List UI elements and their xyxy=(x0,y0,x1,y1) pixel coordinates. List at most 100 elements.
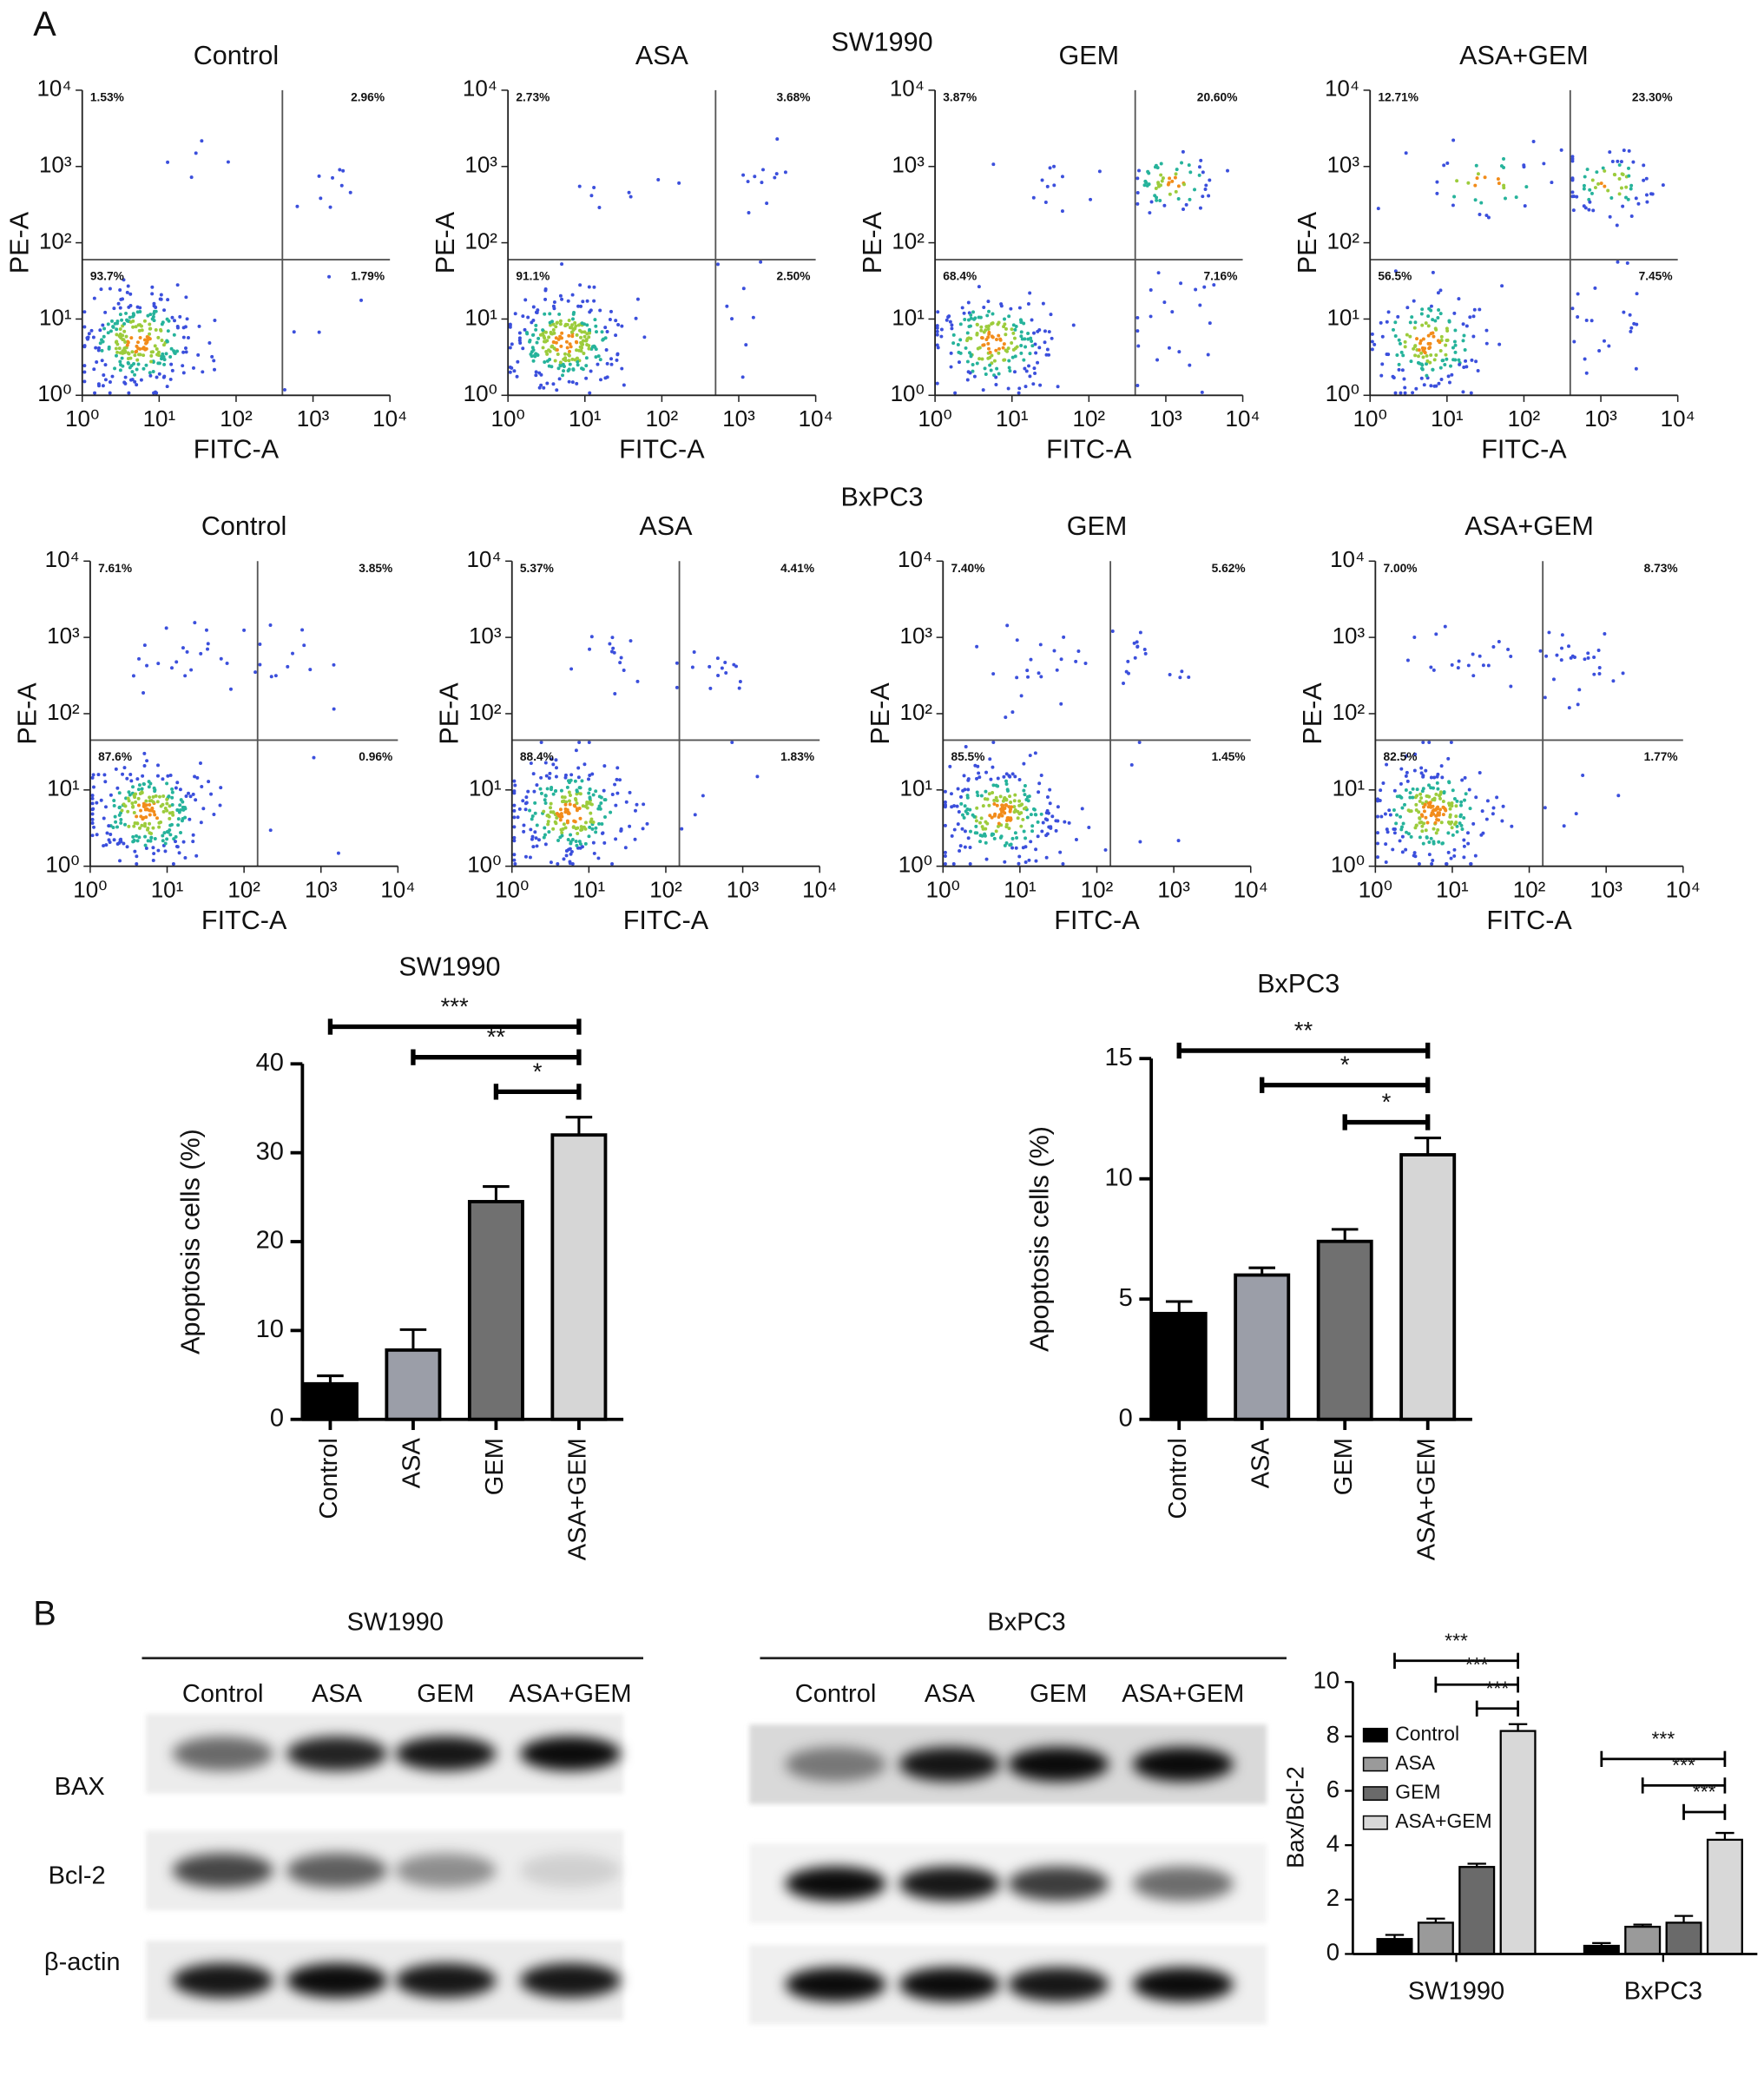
dot xyxy=(576,766,581,770)
y-axis-label: PE-A xyxy=(1298,682,1327,745)
dot xyxy=(1199,158,1203,162)
dot xyxy=(601,831,605,835)
dot xyxy=(1412,636,1417,640)
dot xyxy=(1433,326,1438,331)
bar xyxy=(385,1348,442,1421)
band xyxy=(286,1853,388,1888)
dot xyxy=(1002,342,1006,346)
dot xyxy=(568,861,572,866)
dot xyxy=(132,313,136,318)
dot xyxy=(576,826,580,830)
dot xyxy=(1450,662,1454,667)
dot xyxy=(1574,812,1578,816)
dot xyxy=(979,816,984,821)
dot xyxy=(1142,183,1147,188)
dot xyxy=(1415,794,1419,798)
dot xyxy=(574,339,578,344)
dot xyxy=(559,344,563,348)
dot xyxy=(1496,177,1500,181)
dot xyxy=(1201,194,1205,199)
dot xyxy=(169,362,174,366)
dot xyxy=(1450,801,1454,806)
dot xyxy=(608,318,612,322)
quadrant-label: 7.61% xyxy=(98,562,132,575)
dot xyxy=(163,841,168,846)
y-axis-label: PE-A xyxy=(435,682,464,745)
quadrant-label: 0.96% xyxy=(359,750,392,763)
dot xyxy=(1421,774,1425,779)
dot xyxy=(1418,799,1422,803)
dot xyxy=(338,168,342,172)
quadrant-label: 85.5% xyxy=(951,750,984,763)
dot xyxy=(1004,772,1009,776)
dot xyxy=(207,780,211,784)
dot xyxy=(82,379,87,384)
dot xyxy=(1019,344,1024,348)
x-axis-label: FITC-A xyxy=(1481,435,1567,465)
dot xyxy=(1167,346,1171,350)
dot xyxy=(610,862,615,867)
dot xyxy=(512,853,517,857)
dot xyxy=(943,789,947,794)
dot xyxy=(1428,341,1432,346)
dot xyxy=(135,358,140,362)
dot xyxy=(1523,204,1527,208)
dot xyxy=(567,333,571,338)
dot xyxy=(580,827,584,832)
dot xyxy=(559,812,563,816)
dot xyxy=(1030,824,1035,828)
dot xyxy=(1432,840,1436,844)
x-tick-label: 10⁰ xyxy=(1353,405,1387,432)
dot xyxy=(560,336,564,340)
dot xyxy=(979,328,984,333)
dot xyxy=(1460,827,1465,831)
dot xyxy=(578,816,583,821)
dot xyxy=(1480,809,1484,814)
dot xyxy=(159,804,163,808)
dot xyxy=(991,672,996,676)
dot xyxy=(975,776,979,781)
quadrant-label: 8.73% xyxy=(1644,562,1678,575)
dot xyxy=(542,386,546,390)
dot-cluster xyxy=(1370,269,1504,395)
dot xyxy=(579,825,583,829)
dot xyxy=(142,782,146,787)
dot xyxy=(573,779,577,783)
x-tick-label: 10¹ xyxy=(143,405,176,432)
dot xyxy=(170,787,174,791)
dot xyxy=(1089,197,1093,201)
dot xyxy=(1403,391,1407,395)
dot xyxy=(1015,638,1019,643)
dot xyxy=(120,808,124,813)
dot xyxy=(1023,784,1027,788)
bar xyxy=(1399,1153,1457,1421)
dot xyxy=(984,372,988,377)
dot xyxy=(1627,148,1631,153)
dot xyxy=(1398,794,1402,798)
dot xyxy=(530,817,534,821)
band xyxy=(395,1736,497,1771)
dot xyxy=(935,343,939,347)
row-label: β-actin xyxy=(44,1948,121,1976)
dot xyxy=(627,190,631,194)
dot xyxy=(212,812,216,816)
dot xyxy=(1418,792,1423,796)
dot xyxy=(1495,795,1499,800)
dot xyxy=(1436,827,1440,832)
dot xyxy=(1424,815,1428,820)
dot xyxy=(1461,390,1465,394)
dot xyxy=(979,794,984,798)
dot xyxy=(1420,789,1425,794)
dot xyxy=(1039,675,1043,679)
dot xyxy=(1386,310,1391,314)
dot xyxy=(174,834,178,839)
dot xyxy=(1135,644,1140,649)
dot xyxy=(949,365,953,369)
dot xyxy=(209,792,214,796)
y-tick-label: 10³ xyxy=(892,152,925,178)
dot xyxy=(175,283,180,287)
dot xyxy=(1462,333,1466,338)
dot xyxy=(543,312,547,316)
dot xyxy=(102,844,106,848)
dot xyxy=(179,831,183,834)
